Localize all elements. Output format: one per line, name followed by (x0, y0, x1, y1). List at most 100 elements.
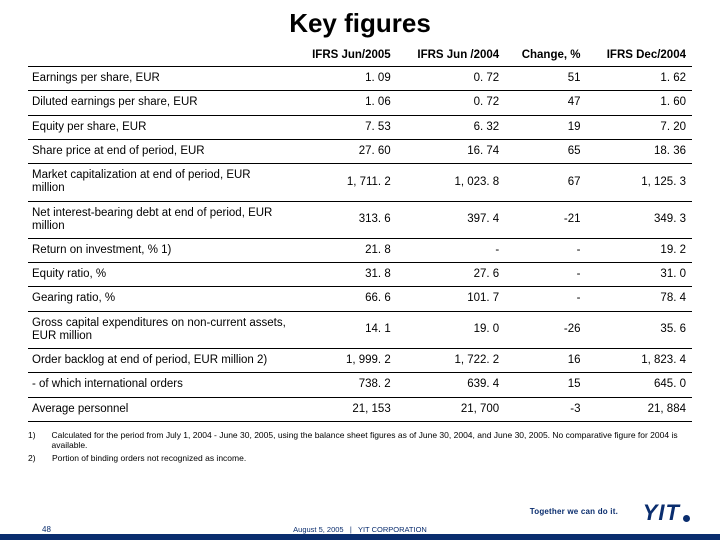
footnote-2-text: Portion of binding orders not recognized… (52, 453, 246, 464)
table-row: Average personnel21, 15321, 700-321, 884 (28, 397, 692, 421)
footer-date: August 5, 2005 (293, 525, 343, 534)
row-value: -3 (505, 397, 586, 421)
row-value: 6. 32 (397, 115, 505, 139)
row-value: 1. 60 (586, 91, 692, 115)
row-value: - (505, 263, 586, 287)
row-value: - (505, 238, 586, 262)
footnotes: 1) Calculated for the period from July 1… (0, 422, 720, 464)
row-value: 16. 74 (397, 139, 505, 163)
page-title: Key figures (0, 0, 720, 45)
logo-i: I (658, 500, 663, 526)
row-value: 31. 0 (586, 263, 692, 287)
row-label: Share price at end of period, EUR (28, 139, 292, 163)
row-value: 1. 62 (586, 67, 692, 91)
row-value: 19 (505, 115, 586, 139)
logo: Y I T (643, 500, 690, 526)
row-value: 1, 722. 2 (397, 349, 505, 373)
table-row: Earnings per share, EUR1. 090. 72511. 62 (28, 67, 692, 91)
footer-org: YIT CORPORATION (358, 525, 427, 534)
table-row: Equity per share, EUR7. 536. 32197. 20 (28, 115, 692, 139)
row-label: Gearing ratio, % (28, 287, 292, 311)
row-value: 1. 06 (292, 91, 397, 115)
row-value: 67 (505, 164, 586, 201)
row-label: Market capitalization at end of period, … (28, 164, 292, 201)
tagline: Together we can do it. (530, 507, 618, 516)
row-value: 313. 6 (292, 201, 397, 238)
row-value: -21 (505, 201, 586, 238)
col-header-3: Change, % (505, 45, 586, 67)
table-row: Market capitalization at end of period, … (28, 164, 692, 201)
footnote-1-num: 1) (28, 430, 42, 451)
row-value: - (397, 238, 505, 262)
row-label: Average personnel (28, 397, 292, 421)
row-value: 35. 6 (586, 311, 692, 348)
row-label: Return on investment, % 1) (28, 238, 292, 262)
row-value: 19. 0 (397, 311, 505, 348)
row-label: Earnings per share, EUR (28, 67, 292, 91)
row-value: 21. 8 (292, 238, 397, 262)
table-row: Gross capital expenditures on non-curren… (28, 311, 692, 348)
row-value: 349. 3 (586, 201, 692, 238)
row-value: 47 (505, 91, 586, 115)
row-label: Equity ratio, % (28, 263, 292, 287)
row-label: Order backlog at end of period, EUR mill… (28, 349, 292, 373)
row-label: Equity per share, EUR (28, 115, 292, 139)
row-label: Diluted earnings per share, EUR (28, 91, 292, 115)
row-value: 51 (505, 67, 586, 91)
logo-dot-icon (683, 515, 690, 522)
row-value: 16 (505, 349, 586, 373)
bottom-bar (0, 534, 720, 540)
table-row: Order backlog at end of period, EUR mill… (28, 349, 692, 373)
footer-sep: | (350, 525, 352, 534)
row-value: 78. 4 (586, 287, 692, 311)
row-value: 31. 8 (292, 263, 397, 287)
row-value: 738. 2 (292, 373, 397, 397)
col-header-2: IFRS Jun /2004 (397, 45, 505, 67)
row-value: 27. 60 (292, 139, 397, 163)
col-header-label (28, 45, 292, 67)
logo-t: T (666, 500, 678, 526)
table-row: Gearing ratio, %66. 6101. 7-78. 4 (28, 287, 692, 311)
row-value: 7. 53 (292, 115, 397, 139)
key-figures-table: IFRS Jun/2005 IFRS Jun /2004 Change, % I… (28, 45, 692, 422)
table-row: - of which international orders738. 2639… (28, 373, 692, 397)
footnote-2-num: 2) (28, 453, 42, 464)
row-value: 19. 2 (586, 238, 692, 262)
row-value: 65 (505, 139, 586, 163)
row-value: -26 (505, 311, 586, 348)
row-value: 1, 999. 2 (292, 349, 397, 373)
table-header-row: IFRS Jun/2005 IFRS Jun /2004 Change, % I… (28, 45, 692, 67)
row-label: - of which international orders (28, 373, 292, 397)
row-value: 27. 6 (397, 263, 505, 287)
row-value: 101. 7 (397, 287, 505, 311)
row-value: 7. 20 (586, 115, 692, 139)
row-value: 0. 72 (397, 91, 505, 115)
table-row: Equity ratio, %31. 827. 6-31. 0 (28, 263, 692, 287)
row-value: 645. 0 (586, 373, 692, 397)
logo-y: Y (643, 500, 657, 526)
footnote-2: 2) Portion of binding orders not recogni… (28, 453, 692, 464)
row-value: 21, 153 (292, 397, 397, 421)
row-value: 1, 023. 8 (397, 164, 505, 201)
footer-text: August 5, 2005 | YIT CORPORATION (0, 525, 720, 534)
row-value: 0. 72 (397, 67, 505, 91)
row-value: 1, 711. 2 (292, 164, 397, 201)
table-row: Net interest-bearing debt at end of peri… (28, 201, 692, 238)
row-value: 21, 884 (586, 397, 692, 421)
footnote-1-text: Calculated for the period from July 1, 2… (52, 430, 693, 451)
table-row: Return on investment, % 1)21. 8--19. 2 (28, 238, 692, 262)
row-value: 1. 09 (292, 67, 397, 91)
col-header-1: IFRS Jun/2005 (292, 45, 397, 67)
row-value: 18. 36 (586, 139, 692, 163)
row-value: 1, 823. 4 (586, 349, 692, 373)
row-value: - (505, 287, 586, 311)
col-header-4: IFRS Dec/2004 (586, 45, 692, 67)
row-value: 639. 4 (397, 373, 505, 397)
row-value: 14. 1 (292, 311, 397, 348)
table-container: IFRS Jun/2005 IFRS Jun /2004 Change, % I… (0, 45, 720, 422)
row-value: 21, 700 (397, 397, 505, 421)
row-value: 397. 4 (397, 201, 505, 238)
footnote-1: 1) Calculated for the period from July 1… (28, 430, 692, 451)
row-label: Gross capital expenditures on non-curren… (28, 311, 292, 348)
row-value: 15 (505, 373, 586, 397)
